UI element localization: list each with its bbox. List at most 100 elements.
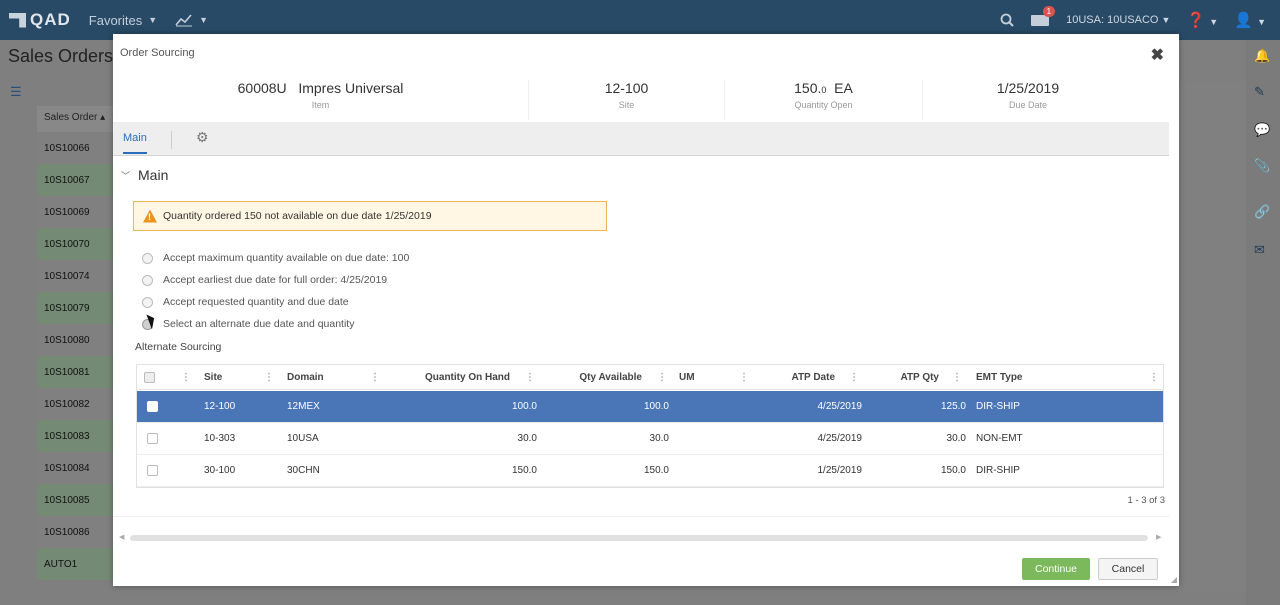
table-row[interactable]: 10S10079 xyxy=(37,292,115,324)
summary-site: 12-100 Site xyxy=(529,80,725,120)
header-atp-qty[interactable]: ATP Qty xyxy=(900,371,939,383)
availability-warning: Quantity ordered 150 not available on du… xyxy=(133,201,607,231)
table-row[interactable]: AUTO1 xyxy=(37,548,115,580)
search-icon[interactable] xyxy=(1000,13,1014,27)
due-date-value: 1/25/2019 xyxy=(996,80,1060,96)
gear-icon[interactable]: ⚙ xyxy=(196,129,209,145)
column-menu-icon[interactable]: ⋮ xyxy=(525,372,535,383)
table-row[interactable]: 10S10085 xyxy=(37,484,115,516)
table-row[interactable]: 10S10084 xyxy=(37,452,115,484)
sourcing-option-2[interactable]: Accept earliest due date for full order:… xyxy=(142,269,409,291)
section-main-header[interactable]: ﹀ Main xyxy=(121,167,168,183)
cell-emt-type: NON-EMT xyxy=(976,433,1023,444)
comments-icon[interactable]: 💬 xyxy=(1254,122,1271,137)
column-menu-icon[interactable]: ⋮ xyxy=(1149,372,1159,383)
scrollbar-thumb[interactable] xyxy=(130,535,1148,541)
bell-icon[interactable]: 🔔 xyxy=(1254,48,1271,63)
cell-site: 12-100 xyxy=(204,401,236,412)
horizontal-scrollbar[interactable]: ◀ ▶ xyxy=(119,533,1169,543)
header-qty-available[interactable]: Qty Available xyxy=(579,371,642,383)
sourcing-option-4[interactable]: Select an alternate due date and quantit… xyxy=(142,313,409,335)
summary-due-date: 1/25/2019 Due Date xyxy=(923,80,1133,120)
column-menu-icon[interactable]: ⋮ xyxy=(370,372,380,383)
table-row[interactable]: 10S10066 xyxy=(37,132,115,164)
scroll-right-icon[interactable]: ▶ xyxy=(1156,534,1162,541)
resize-handle-icon[interactable]: ◢ xyxy=(1170,575,1177,584)
mail-icon[interactable]: ✉ xyxy=(1254,242,1265,257)
table-row[interactable]: 10S10069 xyxy=(37,196,115,228)
qad-logo-icon xyxy=(9,12,26,28)
user-icon: 👤 xyxy=(1234,12,1253,29)
due-date-label: Due Date xyxy=(1008,100,1048,110)
table-row[interactable]: 10S10081 xyxy=(37,356,115,388)
warning-text: Quantity ordered 150 not available on du… xyxy=(163,210,432,222)
header-atp-date[interactable]: ATP Date xyxy=(791,371,835,383)
cell-site: 10-303 xyxy=(204,433,236,444)
column-menu-icon[interactable]: ⋮ xyxy=(739,372,749,383)
column-menu-icon[interactable]: ⋮ xyxy=(952,372,962,383)
cancel-button[interactable]: Cancel xyxy=(1098,558,1158,580)
close-icon[interactable]: ✖ xyxy=(1150,47,1164,64)
table-row[interactable]: 10S10080 xyxy=(37,324,115,356)
alternate-sourcing-grid: ⋮ Site ⋮ Domain ⋮ Quantity On Hand ⋮ Qty… xyxy=(136,364,1164,488)
table-row[interactable]: 10-303 10USA 30.0 30.0 4/25/2019 30.0 NON-EMT xyxy=(137,423,1163,455)
cell-site: 30-100 xyxy=(204,465,236,476)
table-row[interactable]: 10S10074 xyxy=(37,260,115,292)
account-menu[interactable]: 10USA: 10USACO ▼ xyxy=(1066,14,1170,26)
table-row[interactable]: 12-100 12MEX 100.0 100.0 4/25/2019 125.0 DIR-S… xyxy=(137,391,1163,423)
row-checkbox[interactable] xyxy=(147,391,158,422)
attachment-icon[interactable]: 📎 xyxy=(1254,158,1271,173)
header-um[interactable]: UM xyxy=(679,371,695,383)
select-all-checkbox[interactable] xyxy=(144,365,155,389)
table-row[interactable]: 10S10086 xyxy=(37,516,115,548)
cell-atp-date: 1/25/2019 xyxy=(817,465,863,476)
table-row[interactable]: 10S10070 xyxy=(37,228,115,260)
line-chart-icon xyxy=(175,14,193,27)
table-row[interactable]: 30-100 30CHN 150.0 150.0 1/25/2019 150.0 DIR-S… xyxy=(137,455,1163,487)
help-menu[interactable]: ❓ ▼ xyxy=(1186,11,1218,29)
row-checkbox[interactable] xyxy=(147,423,158,454)
header-domain[interactable]: Domain xyxy=(287,371,324,383)
table-row[interactable]: 10S10067 xyxy=(37,164,115,196)
column-menu-icon[interactable]: ⋮ xyxy=(264,372,274,383)
favorites-menu[interactable]: Favorites ▼ xyxy=(89,13,157,28)
inbox-button[interactable]: 1 xyxy=(1030,5,1056,30)
help-icon: ❓ xyxy=(1186,12,1206,29)
dialog-divider xyxy=(113,516,1169,517)
dialog-title: Order Sourcing xyxy=(120,47,195,59)
table-row[interactable]: 10S10082 xyxy=(37,388,115,420)
list-view-icon[interactable]: ☰ xyxy=(10,84,22,99)
order-sourcing-dialog: Order Sourcing ✖ 60008U Impres Universal… xyxy=(113,34,1179,586)
scroll-left-icon[interactable]: ◀ xyxy=(119,534,125,541)
analytics-menu[interactable]: ▼ xyxy=(175,13,208,27)
header-qty-on-hand[interactable]: Quantity On Hand xyxy=(425,371,510,383)
header-emt-type[interactable]: EMT Type xyxy=(976,371,1023,383)
table-row[interactable]: 10S10083 xyxy=(37,420,115,452)
cell-atp-qty: 30.0 xyxy=(946,433,966,444)
radio-button[interactable] xyxy=(142,296,153,308)
column-menu-icon[interactable]: ⋮ xyxy=(657,372,667,383)
cell-emt-type: DIR-SHIP xyxy=(976,401,1020,412)
sourcing-option-3[interactable]: Accept requested quantity and due date xyxy=(142,291,409,313)
account-label: 10USA: 10USACO xyxy=(1066,14,1159,26)
site-label: Site xyxy=(618,100,635,110)
row-checkbox[interactable] xyxy=(147,455,158,486)
header-site[interactable]: Site xyxy=(204,371,223,383)
column-header-sales-order[interactable]: Sales Order ▴ xyxy=(37,106,115,132)
cell-qty-available: 30.0 xyxy=(649,433,669,444)
user-menu[interactable]: 👤 ▼ xyxy=(1234,11,1266,29)
radio-button[interactable] xyxy=(142,318,153,330)
tab-main[interactable]: Main xyxy=(123,132,147,154)
sourcing-option-1[interactable]: Accept maximum quantity available on due… xyxy=(142,247,409,269)
sales-orders-table: Sales Order ▴ 10S10066 10S10067 10S10069 10… xyxy=(37,106,115,580)
column-menu-icon[interactable]: ⋮ xyxy=(181,372,191,383)
sourcing-options: Accept maximum quantity available on due… xyxy=(142,247,409,335)
continue-button[interactable]: Continue xyxy=(1022,558,1090,580)
cell-domain: 12MEX xyxy=(287,401,320,412)
edit-icon[interactable]: ✎ xyxy=(1254,84,1265,99)
column-menu-icon[interactable]: ⋮ xyxy=(849,372,859,383)
qad-logo[interactable]: QAD xyxy=(9,10,71,30)
link-icon[interactable]: 🔗 xyxy=(1254,204,1271,219)
radio-button[interactable] xyxy=(142,252,153,264)
radio-button[interactable] xyxy=(142,274,153,286)
